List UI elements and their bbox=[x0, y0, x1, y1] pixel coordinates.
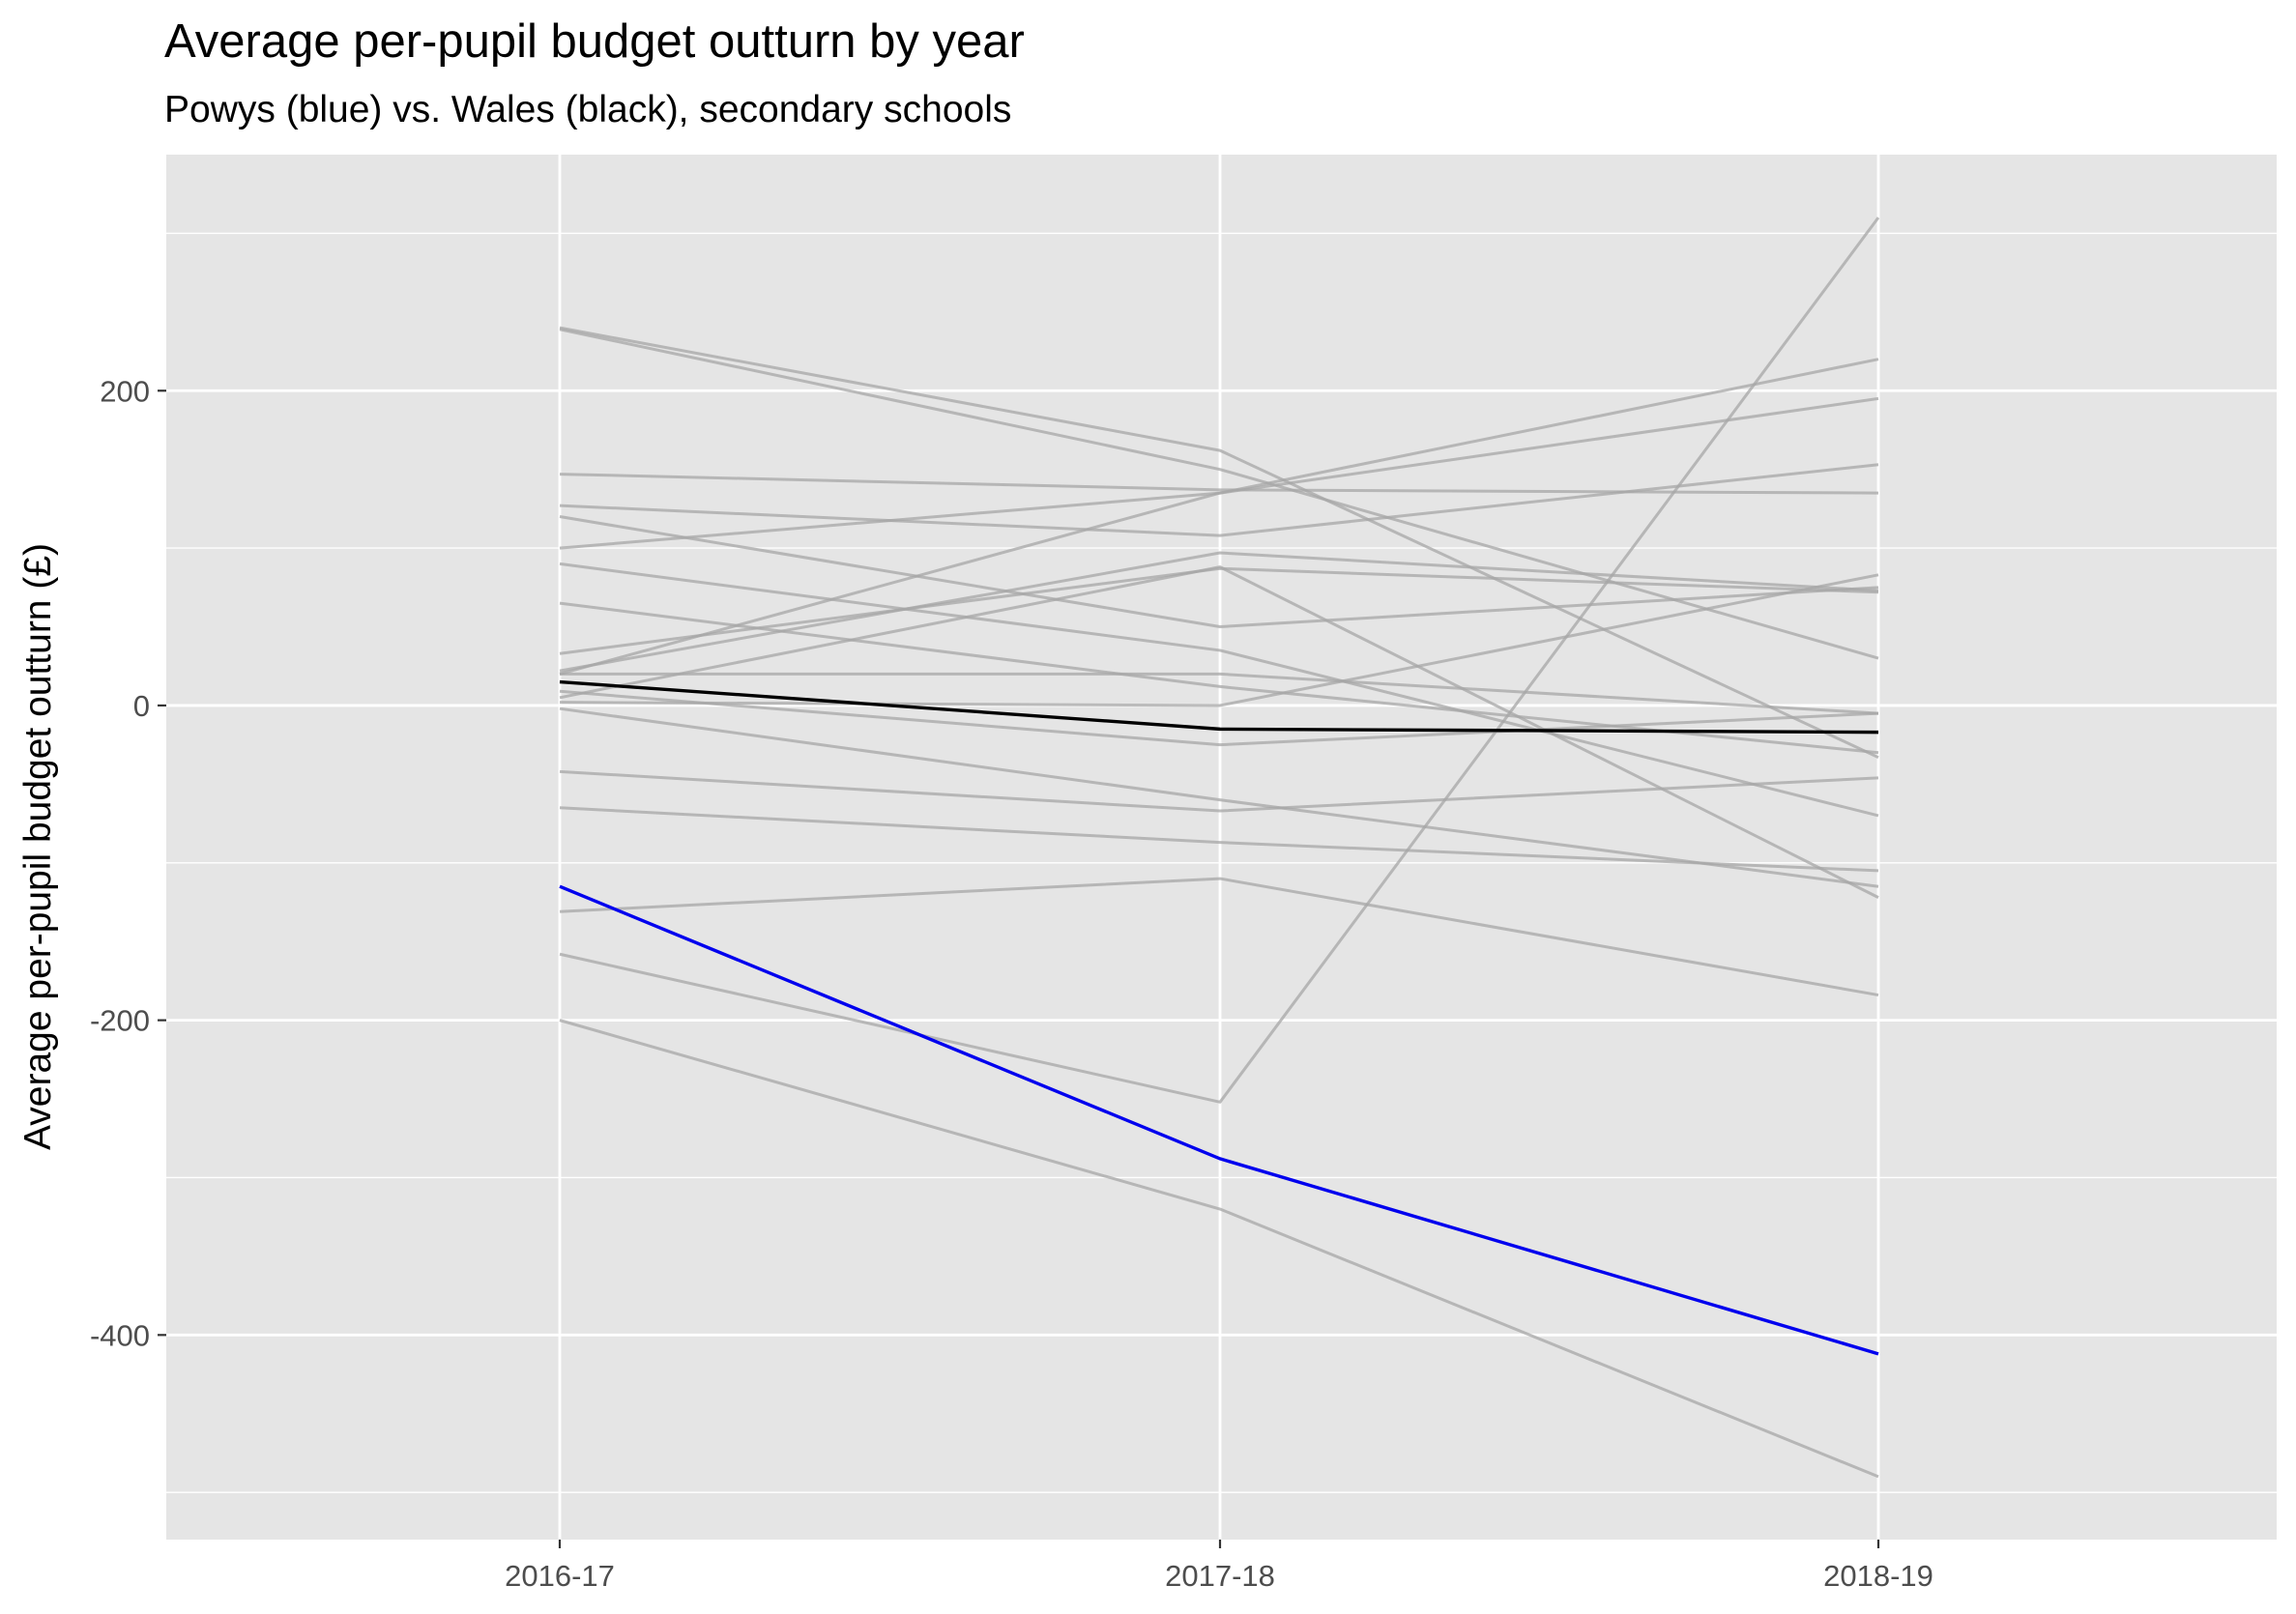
school-series-line bbox=[559, 551, 1879, 673]
major-gridlines bbox=[166, 155, 2277, 1540]
school-series-line bbox=[559, 1019, 1879, 1479]
school-series-line bbox=[560, 672, 1879, 715]
school-series-line bbox=[559, 689, 1879, 747]
school-series-line bbox=[559, 216, 1880, 1104]
school-series-line bbox=[559, 706, 1879, 888]
y-tick-label: -400 bbox=[90, 1318, 150, 1352]
school-series-line bbox=[559, 573, 1879, 707]
school-series-line bbox=[559, 328, 1879, 660]
school-series-line bbox=[559, 326, 1879, 760]
school-series-line bbox=[559, 562, 1879, 818]
x-axis: 2016-17 2017-18 2018-19 bbox=[505, 1540, 1933, 1593]
x-tick-label: 2016-17 bbox=[505, 1559, 615, 1593]
wales-series-line bbox=[559, 679, 1879, 735]
y-axis-label: Average per-pupil budget outturn (£) bbox=[17, 543, 59, 1150]
y-tick-label: 200 bbox=[100, 374, 150, 408]
school-series-line bbox=[559, 806, 1879, 873]
school-series-line bbox=[559, 463, 1879, 537]
powys-series-line bbox=[559, 884, 1879, 1356]
school-series-line bbox=[559, 358, 1879, 676]
x-tick-label: 2018-19 bbox=[1823, 1559, 1933, 1593]
highlight-lines bbox=[559, 679, 1879, 1356]
plot-panel bbox=[166, 155, 2277, 1540]
x-tick-label: 2017-18 bbox=[1165, 1559, 1275, 1593]
y-tick-label: -200 bbox=[90, 1004, 150, 1038]
chart-subtitle: Powys (blue) vs. Wales (black), secondar… bbox=[164, 89, 1011, 130]
y-tick-label: 0 bbox=[133, 689, 150, 723]
other-school-lines bbox=[559, 216, 1880, 1479]
y-axis: -400 -200 0 200 bbox=[90, 374, 166, 1352]
school-series-line bbox=[559, 515, 1879, 629]
school-series-line bbox=[559, 877, 1879, 997]
school-series-line bbox=[559, 473, 1879, 495]
school-series-line bbox=[559, 565, 1879, 899]
minor-gridlines bbox=[166, 232, 2277, 1493]
chart-title: Average per-pupil budget outturn by year bbox=[164, 15, 1025, 68]
